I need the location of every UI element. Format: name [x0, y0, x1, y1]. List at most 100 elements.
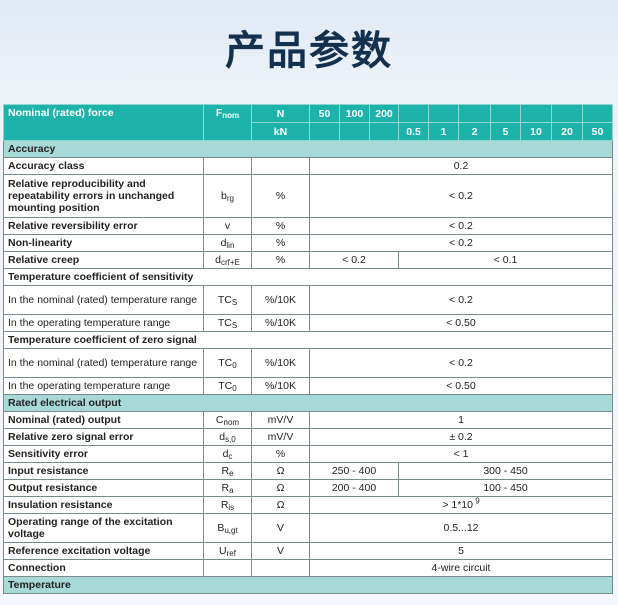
table-row: Relative reproducibility and repeatabili…: [3, 174, 613, 218]
table-row: Nominal (rated) output Cnom mV/V 1: [3, 411, 613, 429]
row-label: Relative reproducibility and repeatabili…: [3, 174, 204, 218]
symbol-subscript: lin: [226, 241, 235, 250]
table-row: In the nominal (rated) temperature range…: [3, 285, 613, 315]
header-force-kn: 1: [428, 122, 459, 141]
header-empty: [339, 122, 370, 141]
header-force-kn: 10: [520, 122, 552, 141]
row-unit: [251, 559, 310, 577]
symbol-subscript: S: [231, 298, 238, 307]
table-row: Sensitivity error dc% < 1: [3, 445, 613, 463]
row-value: 300 - 450: [398, 462, 613, 480]
row-value: < 0.50: [309, 314, 613, 332]
row-label: Nominal (rated) output: [3, 411, 204, 429]
symbol-subscript: c: [228, 452, 233, 461]
row-label: Operating range of the excitation voltag…: [3, 513, 204, 543]
header-force-n: 50: [309, 104, 340, 123]
symbol-subscript: u,gt: [224, 526, 238, 535]
section-row: Temperature: [3, 576, 613, 594]
row-label: Relative creep: [3, 251, 204, 269]
row-value: < 0.2: [309, 217, 613, 235]
table-row: Reference excitation voltage Uref V 5: [3, 542, 613, 560]
row-value: 200 - 400: [309, 479, 399, 497]
row-unit: %: [251, 445, 310, 463]
symbol-subscript: S: [231, 321, 238, 330]
header-empty: [398, 104, 429, 123]
row-label: Relative zero signal error: [3, 428, 204, 446]
row-unit: mV/V: [251, 411, 310, 429]
header-unit-n: N: [251, 104, 310, 123]
table-row: Insulation resistance Ris Ω > 1*10 9: [3, 496, 613, 514]
symbol-subscript: is: [228, 503, 235, 512]
page-title: 产品参数: [225, 28, 393, 74]
row-value: 1: [309, 411, 613, 429]
header-force-n: 100: [339, 104, 370, 123]
row-label: In the operating temperature range: [3, 377, 204, 395]
header-force-n: 200: [369, 104, 399, 123]
row-value: 4-wire circuit: [309, 559, 613, 577]
row-value: > 1*10 9: [309, 496, 613, 514]
row-value: < 0.1: [398, 251, 613, 269]
specifications-table: Nominal (rated) force Fnom N 50 100 200 kN 0.5 1…: [3, 104, 613, 594]
header-label: Nominal (rated) force: [3, 104, 204, 141]
section-label: Temperature coefficient of zero signal: [3, 331, 613, 349]
section-label: Temperature coefficient of sensitivity: [3, 268, 613, 286]
row-symbol: dlin: [203, 234, 252, 252]
section-row: Rated electrical output: [3, 394, 613, 412]
header-force-kn: 2: [458, 122, 491, 141]
symbol-subscript: nom: [222, 111, 240, 120]
row-label: Reference excitation voltage: [3, 542, 204, 560]
subsection-row: Temperature coefficient of sensitivity: [3, 268, 613, 286]
subsection-row: Temperature coefficient of zero signal: [3, 331, 613, 349]
row-symbol: Re: [203, 462, 252, 480]
section-row: Accuracy: [3, 140, 613, 158]
table-row: In the operating temperature range TCS %/1…: [3, 314, 613, 332]
row-label: Sensitivity error: [3, 445, 204, 463]
table-row: Accuracy class 0.2: [3, 157, 613, 175]
header-force-kn: 5: [490, 122, 521, 141]
row-value: < 0.2: [309, 251, 399, 269]
header-row-n: Nominal (rated) force Fnom N 50 100 200: [3, 104, 613, 141]
row-symbol: Ris: [203, 496, 252, 514]
table-row: Input resistance Re Ω 250 - 400 300 - 450: [3, 462, 613, 480]
symbol-subscript: nom: [223, 418, 240, 427]
row-value: < 0.2: [309, 174, 613, 218]
row-label: Connection: [3, 559, 204, 577]
row-unit: V: [251, 513, 310, 543]
row-value: < 0.2: [309, 285, 613, 315]
row-value: ± 0.2: [309, 428, 613, 446]
symbol-subscript: ref: [226, 549, 236, 558]
row-symbol: TC0: [203, 348, 252, 378]
row-symbol: TCS: [203, 314, 252, 332]
row-value: 0.5...12: [309, 513, 613, 543]
header-force-kn: 20: [551, 122, 583, 141]
row-value: 0.2: [309, 157, 613, 175]
row-unit: %: [251, 217, 310, 235]
row-label: In the nominal (rated) temperature range: [3, 285, 204, 315]
section-label: Temperature: [3, 576, 613, 594]
header-empty: [490, 104, 521, 123]
section-label: Rated electrical output: [3, 394, 613, 412]
row-unit: %/10K: [251, 314, 310, 332]
row-label: Input resistance: [3, 462, 204, 480]
table-row: Relative creep dcrf+E% < 0.2 < 0.1: [3, 251, 613, 269]
row-label: Insulation resistance: [3, 496, 204, 514]
table-row: Operating range of the excitation voltag…: [3, 513, 613, 543]
row-unit: Ω: [251, 496, 310, 514]
header-force-kn: 0.5: [398, 122, 429, 141]
header-force-kn: 50: [582, 122, 613, 141]
row-symbol: brg: [203, 174, 252, 218]
header-empty: [428, 104, 459, 123]
table-row: Non-linearity dlin% < 0.2: [3, 234, 613, 252]
symbol-subscript: 0: [232, 384, 237, 393]
header-empty: [582, 104, 613, 123]
row-label: Output resistance: [3, 479, 204, 497]
row-symbol: dcrf+E: [203, 251, 252, 269]
row-value: < 0.2: [309, 348, 613, 378]
row-unit: %/10K: [251, 377, 310, 395]
symbol-subscript: crf+E: [220, 258, 240, 267]
row-value: < 0.50: [309, 377, 613, 395]
row-label: Relative reversibility error: [3, 217, 204, 235]
row-symbol: TC0: [203, 377, 252, 395]
header-empty: [520, 104, 552, 123]
table-row: Connection 4-wire circuit: [3, 559, 613, 577]
